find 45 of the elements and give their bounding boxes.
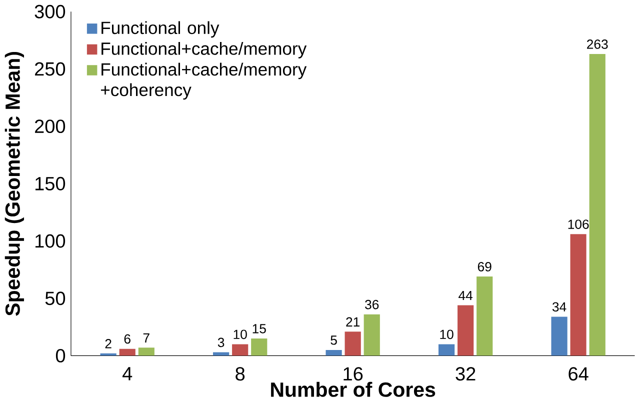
x-tick-label: 64: [568, 367, 588, 381]
y-tick-label: 250: [35, 62, 66, 76]
bar: [251, 338, 268, 356]
data-label: 36: [365, 300, 379, 310]
legend-label: Functional only: [102, 21, 220, 38]
data-label: 10: [440, 330, 454, 340]
bar: [326, 350, 342, 356]
bar: [364, 314, 380, 356]
y-tick-label: 200: [35, 120, 66, 134]
x-tick-label: 8: [236, 367, 245, 381]
data-label: 106: [568, 220, 589, 230]
data-label: 3: [218, 338, 224, 348]
data-label: 5: [330, 336, 337, 345]
data-label: 15: [252, 324, 266, 334]
y-axis-title: Speedup (Geometric Mean): [4, 52, 24, 316]
legend-label: Functional+cache/memory: [102, 42, 307, 58]
y-tick-label: 50: [45, 292, 66, 306]
y-tick-label: 150: [36, 177, 66, 190]
x-tick-label: 16: [344, 367, 363, 381]
bar: [119, 348, 136, 356]
y-tick-label: 100: [36, 234, 66, 248]
legend-label: Functional+cache/memory +coherency: [100, 62, 307, 100]
data-label: 2: [105, 339, 112, 348]
data-label: 44: [458, 291, 473, 300]
y-tick-label: 300: [34, 4, 66, 18]
data-label: 10: [234, 330, 247, 340]
bar: [232, 344, 248, 356]
data-label: 21: [346, 317, 360, 327]
data-label: 263: [587, 40, 608, 49]
bar: [570, 234, 586, 356]
data-label: 6: [124, 334, 130, 344]
bar: [551, 316, 568, 356]
bar: [344, 332, 361, 356]
y-tick-label: 0: [56, 349, 66, 363]
bar: [458, 305, 474, 356]
bar: [589, 54, 606, 356]
data-label: 69: [478, 262, 492, 272]
x-axis-title: Number of Cores: [271, 382, 436, 398]
bar: [138, 348, 154, 356]
bar: [476, 276, 493, 356]
data-label: 34: [552, 302, 566, 312]
x-tick-label: 4: [122, 367, 132, 380]
x-tick-label: 32: [456, 367, 476, 381]
data-label: 7: [143, 334, 150, 343]
bar: [438, 344, 455, 356]
